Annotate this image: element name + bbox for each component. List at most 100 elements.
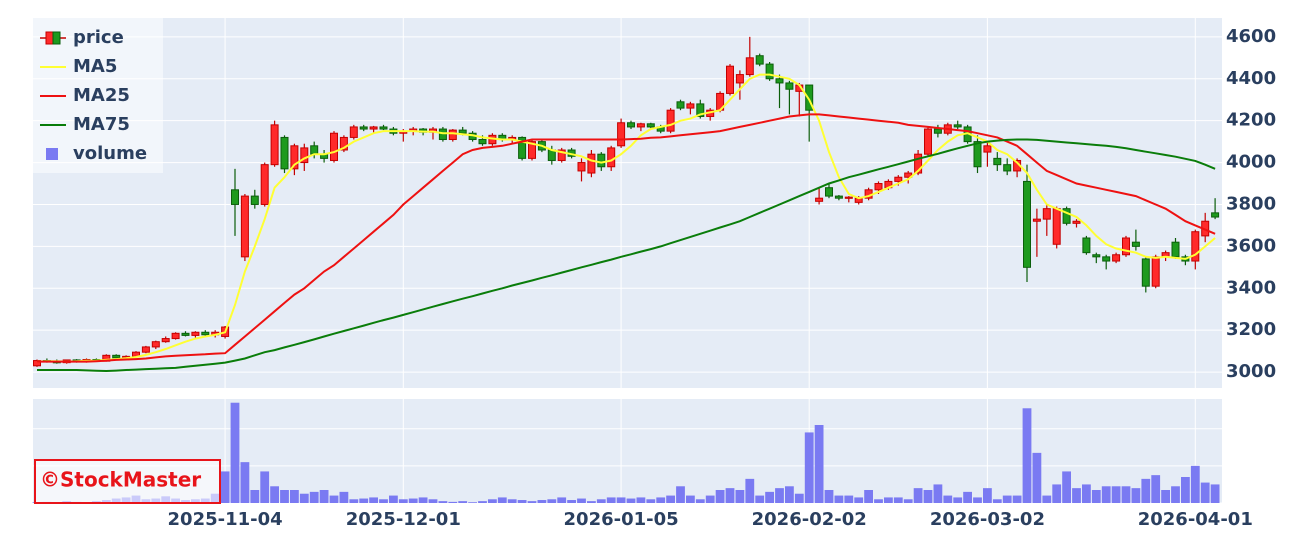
candle-body — [924, 128, 932, 155]
y-tick-label: 3200 — [1226, 319, 1276, 340]
y-tick-label: 4400 — [1226, 68, 1276, 89]
volume-bar — [517, 500, 527, 503]
volume-bar — [1032, 452, 1042, 503]
volume-bar — [933, 484, 943, 503]
candle-body — [745, 57, 754, 76]
candle-body — [290, 145, 299, 170]
candle-body — [300, 147, 309, 164]
volume-bar — [884, 497, 893, 503]
volume-bar — [230, 402, 240, 503]
candle-body — [1023, 180, 1031, 268]
candle-body — [448, 129, 457, 141]
volume-bar — [488, 499, 497, 503]
volume-bar — [1210, 484, 1220, 503]
volume-bar — [1200, 482, 1210, 503]
y-tick-label: 4000 — [1226, 152, 1276, 173]
candle-body — [834, 195, 843, 199]
candle-body — [379, 126, 388, 130]
candle-body — [1062, 208, 1071, 224]
volume-bar — [1082, 484, 1091, 503]
volume-bar — [814, 425, 824, 503]
volume-bar — [537, 500, 547, 503]
volume-bar — [398, 499, 408, 503]
candle-body — [359, 126, 368, 130]
candle-body — [646, 123, 655, 128]
volume-bar — [527, 501, 537, 503]
candle-body — [696, 103, 705, 117]
volume-bar — [646, 499, 656, 503]
x-tick-label: 2026-02-02 — [752, 509, 867, 530]
volume-bar — [577, 498, 586, 503]
candle-body — [617, 122, 626, 147]
candle-body — [518, 136, 527, 159]
legend-price-up — [45, 31, 54, 45]
volume-bar — [458, 501, 468, 503]
candle-body — [1003, 164, 1012, 172]
volume-bar — [695, 499, 705, 503]
candle-body — [775, 78, 784, 84]
volume-bar — [943, 495, 953, 503]
volume-bar — [468, 502, 477, 503]
volume-bar — [626, 498, 636, 503]
y-tick-label: 3800 — [1226, 193, 1276, 214]
x-tick-label: 2026-01-05 — [564, 509, 679, 530]
volume-bar — [1131, 488, 1141, 503]
volume-bar — [369, 497, 378, 503]
volume-bar — [983, 488, 992, 503]
volume-bar — [745, 478, 755, 503]
volume-bar — [874, 499, 883, 503]
candle-body — [933, 128, 942, 134]
candle-body — [973, 141, 982, 168]
candle-body — [1102, 256, 1111, 262]
volume-bar — [1101, 486, 1111, 503]
candle-body — [349, 126, 358, 138]
candle-body — [1171, 241, 1180, 258]
volume-bar — [1042, 495, 1052, 503]
candle-body — [666, 109, 675, 132]
volume-bar — [250, 490, 260, 503]
volume-bar — [765, 491, 774, 503]
watermark: ©StockMaster — [40, 468, 201, 492]
volume-bar — [844, 495, 854, 503]
ma-line — [37, 138, 1216, 373]
volume-bar — [418, 497, 428, 503]
volume-bar — [220, 471, 230, 503]
volume-bar — [755, 495, 765, 503]
candle-body — [894, 176, 903, 182]
candle-body — [1122, 237, 1130, 256]
candle-body — [983, 145, 992, 153]
candle-body — [250, 195, 259, 205]
volume-bar — [1171, 486, 1180, 503]
x-tick-label: 2026-03-02 — [930, 509, 1045, 530]
volume-bar — [438, 501, 448, 503]
candle-body — [240, 195, 249, 258]
candle-body — [1072, 220, 1081, 224]
candle-body — [577, 162, 586, 172]
candle-body — [1052, 208, 1061, 245]
volume-bar — [478, 501, 487, 503]
candle-body — [1082, 237, 1091, 254]
candle-body — [191, 331, 200, 336]
volume-bar — [973, 497, 982, 503]
candle-body — [1112, 254, 1121, 262]
x-tick-label: 2025-11-04 — [168, 509, 283, 530]
ma-line — [36, 73, 1216, 363]
candle-body — [181, 332, 190, 336]
candle-body — [171, 332, 180, 340]
volume-bar — [339, 491, 349, 503]
candle-body — [726, 65, 734, 94]
volume-bar — [903, 499, 913, 503]
candle-body — [755, 55, 764, 65]
volume-bar — [1161, 490, 1170, 503]
volume-bar — [616, 497, 626, 503]
volume-bar — [497, 497, 507, 503]
legend-label: price — [73, 27, 124, 48]
candle-body — [735, 74, 744, 84]
y-tick-label: 3600 — [1226, 235, 1276, 256]
legend-price-down — [52, 31, 61, 45]
candle-body — [686, 103, 695, 109]
volume-bar — [725, 488, 735, 503]
volume-bar — [992, 499, 1002, 503]
candle-body — [557, 149, 566, 161]
candle-body — [607, 147, 616, 168]
